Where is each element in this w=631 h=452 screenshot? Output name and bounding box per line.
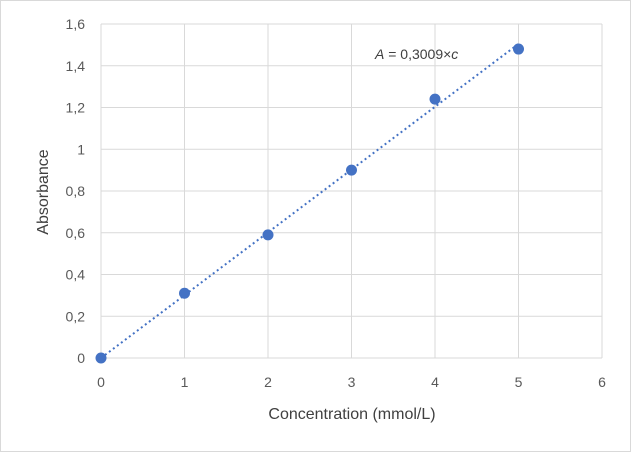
y-tick-label: 1 (77, 141, 85, 157)
tick-labels-layer: 0 1 2 3 4 5 6 0 0,2 0,4 0,6 0,8 1 1,2 1,4 1,6 (66, 16, 607, 390)
data-point (513, 43, 524, 55)
trendline-layer (100, 43, 520, 359)
x-tick-label: 6 (598, 374, 606, 390)
trendline (100, 43, 520, 359)
y-axis-title: Absorbance (35, 149, 52, 234)
x-tick-label: 2 (264, 374, 272, 390)
data-point (179, 287, 190, 299)
data-point (262, 229, 274, 241)
y-tick-label: 0,4 (66, 267, 86, 283)
equation-variable-c: c (451, 46, 458, 62)
y-tick-label: 0,6 (66, 225, 86, 241)
points-layer (95, 43, 524, 364)
y-tick-label: 1,2 (66, 100, 86, 116)
y-tick-label: 1,4 (66, 58, 86, 74)
grid-layer (100, 23, 603, 359)
x-tick-label: 0 (97, 374, 105, 390)
x-tick-label: 4 (431, 374, 439, 390)
equation-coefficient: = 0,3009× (384, 46, 451, 62)
x-axis-title: Concentration (mmol/L) (268, 406, 435, 423)
y-tick-label: 1,6 (66, 16, 86, 32)
x-tick-label: 5 (515, 374, 523, 390)
y-tick-label: 0,8 (66, 183, 86, 199)
data-point (429, 93, 441, 105)
y-tick-label: 0,2 (66, 308, 86, 324)
trendline-equation: A = 0,3009×c (374, 46, 458, 62)
x-tick-label: 3 (348, 374, 356, 390)
equation-variable-a: A (374, 46, 384, 62)
data-point (346, 164, 357, 176)
x-tick-label: 1 (181, 374, 189, 390)
data-point (95, 352, 107, 364)
y-tick-label: 0 (77, 350, 85, 366)
